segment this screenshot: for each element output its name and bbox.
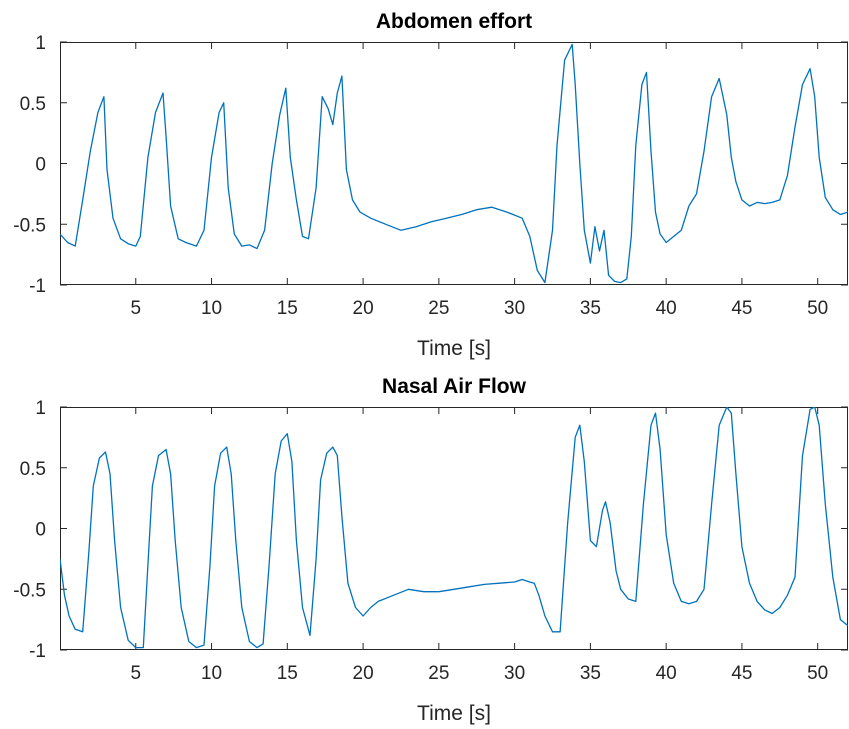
nasal-air-flow-xtick-label: 30: [504, 663, 525, 684]
abdomen-effort-xtick-label: 15: [277, 298, 298, 319]
nasal-air-flow-xtick-label: 50: [807, 663, 828, 684]
nasal-air-flow-ytick-label: 1: [35, 398, 46, 419]
nasal-air-flow-title: Nasal Air Flow: [382, 375, 527, 398]
nasal-air-flow-xtick-label: 15: [277, 663, 298, 684]
abdomen-effort-ytick-label: -1: [29, 276, 46, 297]
nasal-air-flow-axes: [60, 407, 848, 650]
nasal-air-flow-xtick-label: 10: [201, 663, 222, 684]
nasal-air-flow-xlabel: Time [s]: [417, 702, 491, 725]
abdomen-effort-xtick-label: 50: [807, 298, 828, 319]
abdomen-effort-xtick-label: 45: [731, 298, 752, 319]
abdomen-effort-xtick-label: 25: [428, 298, 449, 319]
nasal-air-flow-xtick-label: 45: [731, 663, 752, 684]
nasal-air-flow-ytick-label: 0: [35, 520, 46, 541]
nasal-air-flow-xtick-label: 25: [428, 663, 449, 684]
abdomen-effort-xtick-label: 35: [580, 298, 601, 319]
abdomen-effort-axes: [60, 42, 848, 285]
abdomen-effort-xtick-label: 10: [201, 298, 222, 319]
abdomen-effort-ytick-label: -0.5: [13, 215, 46, 236]
nasal-air-flow-xtick-label: 5: [130, 663, 141, 684]
abdomen-effort-series-line: [60, 43, 848, 284]
abdomen-effort-xtick-label: 5: [130, 298, 141, 319]
abdomen-effort-ytick-label: 1: [35, 33, 46, 54]
nasal-air-flow-series-line: [60, 407, 848, 649]
abdomen-effort-ytick-label: 0: [35, 155, 46, 176]
abdomen-effort-xtick-label: 40: [656, 298, 677, 319]
nasal-air-flow-xtick-label: 20: [353, 663, 374, 684]
abdomen-effort-title: Abdomen effort: [376, 10, 532, 33]
abdomen-effort-panel: 5 10 15 20 25 30 35 40 45 50 -1 -0.5 0 0.5 1 Abdomen ef…: [13, 10, 848, 360]
abdomen-effort-xtick-label: 20: [353, 298, 374, 319]
abdomen-effort-xtick-label: 30: [504, 298, 525, 319]
nasal-air-flow-panel: 5 10 15 20 25 30 35 40 45 50 -1 -0.5 0 0.5 1 Nasal Air …: [13, 375, 848, 725]
nasal-air-flow-xtick-label: 40: [656, 663, 677, 684]
nasal-air-flow-ytick-label: -1: [29, 641, 46, 662]
abdomen-effort-xlabel: Time [s]: [417, 337, 491, 360]
abdomen-effort-ytick-label: 0.5: [20, 94, 46, 115]
nasal-air-flow-ytick-label: -0.5: [13, 580, 46, 601]
nasal-air-flow-ytick-label: 0.5: [20, 459, 46, 480]
nasal-air-flow-xtick-label: 35: [580, 663, 601, 684]
